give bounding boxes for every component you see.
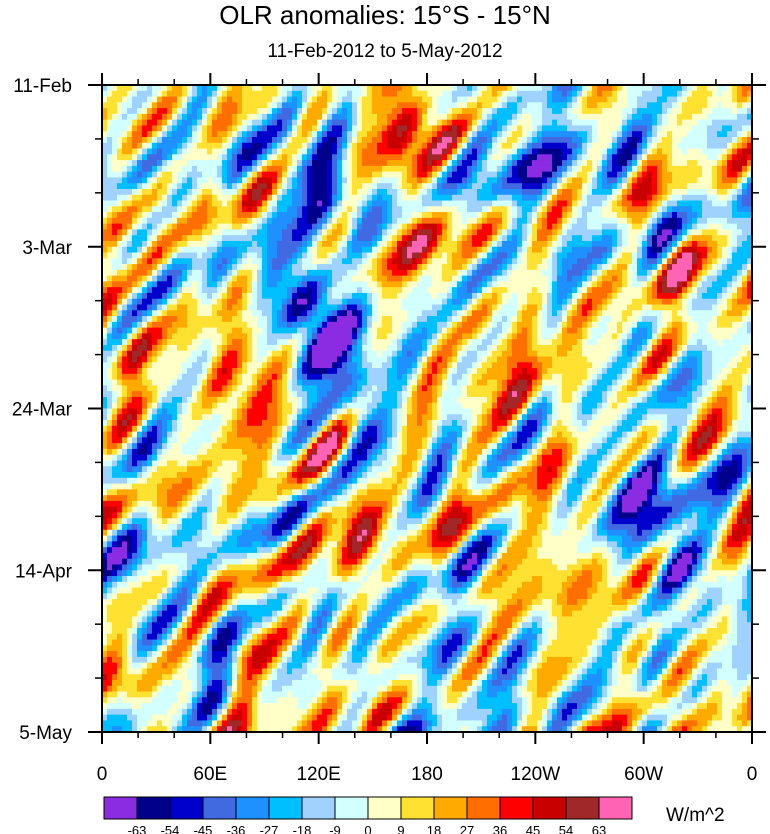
colorbar-label: 9 [397,823,404,834]
colorbar-label: 54 [559,823,573,834]
x-tick-label: 60E [193,764,227,785]
colorbar-box [433,796,468,820]
x-tick-label: 120E [296,764,340,785]
colorbar-label: 0 [364,823,371,834]
x-tick-label: 60W [624,764,663,785]
colorbar-box [565,796,600,820]
x-tick-label: 120W [511,764,561,785]
colorbar-box [103,796,138,820]
y-tick-label: 3-Mar [22,238,72,259]
colorbar-label: -36 [227,823,246,834]
colorbar-box [598,796,633,820]
colorbar-box [334,796,369,820]
y-tick-label: 24-Mar [12,400,73,421]
colorbar-label: -18 [293,823,312,834]
colorbar-label: -27 [260,823,279,834]
colorbar-box [499,796,534,820]
x-tick-label: 180 [411,764,443,785]
colorbar-box [301,796,336,820]
colorbar-label: 27 [460,823,474,834]
colorbar-box [532,796,567,820]
colorbar-box [235,796,270,820]
colorbar-box [169,796,204,820]
chart-subtitle: 11-Feb-2012 to 5-May-2012 [267,41,503,62]
axes: 0 60E 120E 180 120W 60W 0 11-Feb 3-Mar 24-Mar 14-A… [12,73,766,785]
colorbar-box [367,796,402,820]
colorbar-label: 18 [427,823,441,834]
colorbar-label: -54 [161,823,180,834]
y-tick-label: 14-Apr [15,561,73,582]
colorbar-label: -45 [194,823,213,834]
heatmap-field [102,85,753,733]
colorbar-box [268,796,303,820]
colorbar-box [466,796,501,820]
y-tick-label: 11-Feb [13,76,72,97]
x-tick-label: 0 [747,764,758,785]
colorbar-label: -63 [128,823,147,834]
colorbar-box [202,796,237,820]
chart-title: OLR anomalies: 15°S - 15°N [219,0,551,30]
colorbar-box [136,796,171,820]
y-tick-label: 5-May [19,723,72,744]
colorbar-label: 63 [592,823,606,834]
colorbar-label: 45 [526,823,540,834]
colorbar-label: 36 [493,823,507,834]
x-tick-label: 0 [97,764,108,785]
colorbar-units: W/m^2 [666,805,725,826]
colorbar: -63 -54 -45 -36 -27 -18 -9 0 9 18 27 36 45 54 63 W/m^2 [103,796,725,834]
colorbar-label: -9 [329,823,341,834]
colorbar-box [400,796,435,820]
